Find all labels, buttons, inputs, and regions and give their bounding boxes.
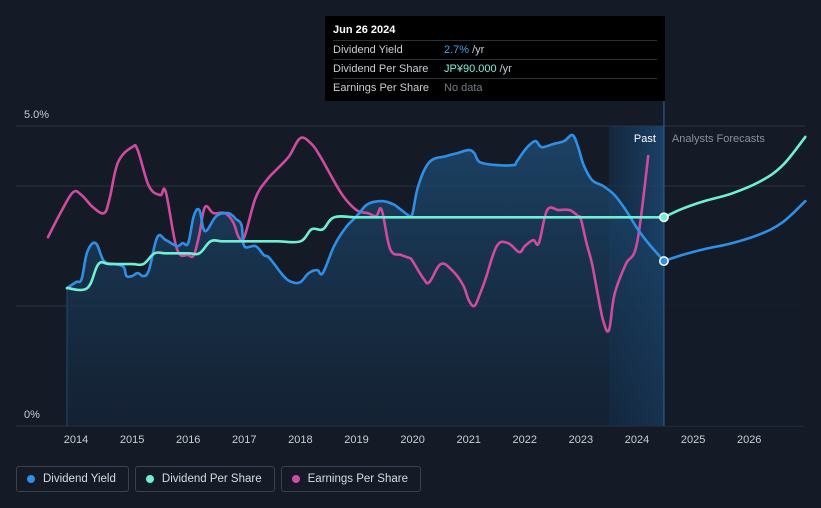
- tooltip-value: 2.7%: [444, 44, 470, 56]
- marker-dividend-yield: [658, 256, 669, 267]
- tooltip-row-earnings-per-share: Earnings Per Share No data: [333, 78, 657, 97]
- series-line-dividend-yield-forecast: [662, 199, 807, 263]
- past-label: Past: [634, 133, 656, 145]
- chart-legend: Dividend Yield Dividend Per Share Earnin…: [16, 466, 421, 492]
- tooltip-row-dividend-per-share: Dividend Per Share JP¥90.000 /yr: [333, 59, 657, 78]
- y-tick-label-top: 5.0%: [24, 109, 49, 121]
- x-tick-label: 2021: [456, 434, 480, 446]
- legend-item-dividend-yield[interactable]: Dividend Yield: [16, 466, 129, 492]
- x-tick-label: 2019: [344, 434, 368, 446]
- legend-item-earnings-per-share[interactable]: Earnings Per Share: [280, 466, 421, 492]
- x-tick-label: 2017: [232, 434, 256, 446]
- x-tick-label: 2015: [120, 434, 144, 446]
- legend-label: Earnings Per Share: [307, 473, 408, 485]
- x-tick-label: 2018: [288, 434, 312, 446]
- tooltip-label: Dividend Yield: [333, 44, 403, 56]
- x-tick-label: 2014: [64, 434, 88, 446]
- x-tick-label: 2024: [625, 434, 649, 446]
- x-axis-ticks: 2014 2015 2016 2017 2018 2019 2020 2021 2022 2023…: [64, 434, 762, 446]
- x-tick-label: 2016: [176, 434, 200, 446]
- series-line-dividend-per-share-forecast: [662, 135, 807, 219]
- dividend-yield-area: [67, 134, 664, 426]
- tooltip-row-dividend-yield: Dividend Yield 2.7% /yr: [333, 40, 657, 59]
- x-tick-label: 2026: [737, 434, 761, 446]
- x-tick-label: 2022: [513, 434, 537, 446]
- dividend-yield-forecast-area: [663, 201, 806, 426]
- tooltip-unit: /yr: [472, 44, 485, 56]
- tooltip-label: Earnings Per Share: [333, 82, 429, 94]
- tooltip-markers: [658, 212, 669, 267]
- legend-dot-icon: [145, 475, 154, 483]
- tooltip-date: Jun 26 2024: [333, 24, 396, 36]
- analysts-forecasts-label: Analysts Forecasts: [672, 133, 765, 145]
- x-tick-label: 2025: [681, 434, 705, 446]
- legend-item-dividend-per-share[interactable]: Dividend Per Share: [134, 466, 275, 492]
- tooltip-value: No data: [444, 82, 483, 94]
- x-tick-label: 2023: [569, 434, 593, 446]
- chart-tooltip: Jun 26 2024 Dividend Yield 2.7% /yr Divi…: [325, 16, 665, 101]
- marker-dividend-per-share: [658, 212, 669, 223]
- legend-label: Dividend Yield: [43, 473, 116, 485]
- series-line-dividend-per-share: [65, 215, 666, 292]
- tooltip-label: Dividend Per Share: [333, 63, 429, 75]
- series-lines: [46, 133, 807, 333]
- series-line-dividend-yield: [65, 133, 666, 290]
- legend-label: Dividend Per Share: [161, 473, 262, 485]
- tooltip-value: JP¥90.000: [444, 63, 497, 75]
- tooltip-unit: /yr: [499, 63, 512, 75]
- y-tick-label-bottom: 0%: [24, 409, 40, 421]
- legend-dot-icon: [27, 475, 35, 483]
- x-tick-label: 2020: [400, 434, 424, 446]
- legend-dot-icon: [291, 475, 300, 483]
